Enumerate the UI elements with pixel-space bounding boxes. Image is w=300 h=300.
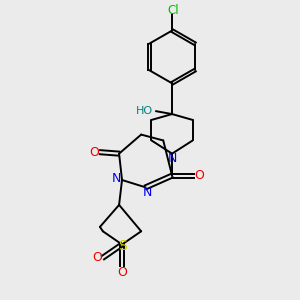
Text: N: N: [112, 172, 122, 185]
Text: O: O: [90, 146, 100, 159]
Text: N: N: [142, 186, 152, 199]
Text: N: N: [167, 152, 177, 165]
Text: O: O: [194, 169, 204, 182]
Text: O: O: [117, 266, 127, 279]
Text: S: S: [118, 239, 126, 253]
Text: HO: HO: [136, 106, 153, 116]
Text: Cl: Cl: [167, 4, 179, 17]
Text: O: O: [92, 251, 102, 264]
